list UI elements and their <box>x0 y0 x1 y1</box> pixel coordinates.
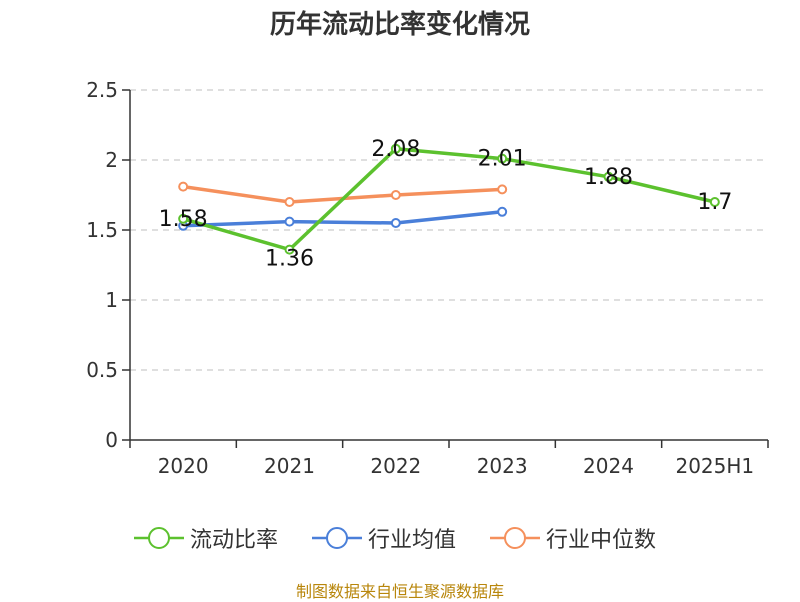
grid-lines <box>130 89 768 371</box>
data-point[interactable] <box>497 153 508 164</box>
chart-title: 历年流动比率变化情况 <box>269 10 530 40</box>
data-label: 1.36 <box>265 247 314 272</box>
y-tick-label: 2 <box>105 148 118 172</box>
legend-marker-green <box>134 527 184 549</box>
legend: 流动比率 行业均值 行业中位数 <box>0 518 800 558</box>
data-point[interactable] <box>390 190 401 200</box>
data-label: 2.08 <box>371 137 420 162</box>
y-tick-label: 1.5 <box>86 218 118 242</box>
x-tick-label: 2025H1 <box>675 454 754 478</box>
data-point[interactable] <box>497 206 508 217</box>
legend-label: 行业均值 <box>368 528 457 553</box>
data-point[interactable] <box>390 218 401 228</box>
data-labels: 1.58 1.36 2.08 2.01 1.88 1.7 <box>159 137 733 272</box>
legend-label: 行业中位数 <box>546 528 657 553</box>
series-line <box>182 147 716 252</box>
series-line <box>183 210 503 228</box>
y-tick-label: 2.5 <box>86 78 118 102</box>
data-point[interactable] <box>284 197 295 207</box>
data-point[interactable] <box>284 216 295 227</box>
data-point[interactable] <box>497 184 508 195</box>
x-tick-label: 2023 <box>477 454 528 478</box>
legend-item-current-ratio[interactable]: 流动比率 <box>134 518 278 558</box>
data-point[interactable] <box>709 197 720 207</box>
data-label: 1.88 <box>584 165 633 190</box>
legend-marker-blue <box>312 527 362 549</box>
tick-labels: 0 0.5 1 1.5 2 2.5 2020 2021 2022 2023 2024 2025H1 <box>86 78 754 478</box>
data-point[interactable] <box>603 171 614 182</box>
data-label: 1.7 <box>697 190 732 215</box>
x-tick-label: 2021 <box>264 454 315 478</box>
data-point[interactable] <box>178 181 189 192</box>
y-tick-label: 0.5 <box>86 358 118 382</box>
y-tick-label: 1 <box>105 288 118 312</box>
y-tick-label: 0 <box>105 428 118 452</box>
data-label: 1.58 <box>159 207 208 232</box>
x-tick-label: 2022 <box>370 454 421 478</box>
data-point[interactable] <box>178 213 189 224</box>
data-point[interactable] <box>390 143 401 154</box>
data-label: 2.01 <box>478 147 527 172</box>
data-point[interactable] <box>284 244 295 255</box>
legend-marker-orange <box>490 527 540 549</box>
legend-label: 流动比率 <box>190 528 279 553</box>
source-note: 制图数据来自恒生聚源数据库 <box>295 582 504 601</box>
axes <box>122 89 769 448</box>
x-tick-label: 2024 <box>583 454 634 478</box>
legend-item-industry-mean[interactable]: 行业均值 <box>312 518 456 558</box>
legend-item-industry-median[interactable]: 行业中位数 <box>490 518 656 558</box>
series-lines <box>178 143 720 255</box>
x-tick-label: 2020 <box>158 454 209 478</box>
